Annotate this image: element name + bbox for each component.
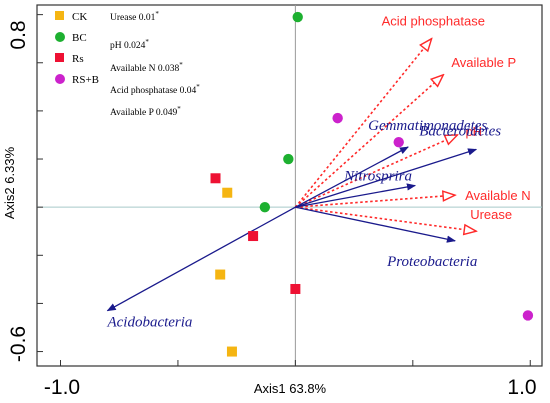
y-tick-label-bottom: -0.6 [7,326,30,362]
legend-label-rs-b: RS+B [72,74,99,86]
species-label-proteobacteria: Proteobacteria [386,254,477,270]
x-tick-label-right: 1.0 [507,376,536,399]
x-axis-title: Axis1 63.8% [254,381,327,396]
point-ck [222,187,233,198]
species-arrow-acidobacteria [106,206,296,312]
env-arrow-available-n [295,195,455,208]
axis-ticks [37,14,531,366]
stat-available-n: Available N 0.038* [110,61,183,74]
plot-frame [36,4,543,367]
legend-label-rs: Rs [72,53,84,65]
point-ck [226,346,237,357]
species-vectors [106,146,478,312]
species-label-acidobacteria: Acidobacteria [106,315,192,331]
env-label-urease: Urease [470,207,512,222]
species-label-bacteroidetes: Bacteroidetes [419,123,501,139]
point-bc [283,153,294,165]
legend-marker-rs [55,53,64,62]
point-rs [290,283,301,294]
species-label-gemmatimonadetes: Gemmatimonadetes [368,118,487,134]
point-rs-b [332,112,343,124]
y-tick-label-top: 0.8 [7,20,30,49]
point-rs-b [522,310,534,321]
env-arrow-available-p [294,75,443,208]
x-tick-label-left: -1.0 [44,376,80,399]
significance-stats: Urease 0.01* pH 0.024* Available N 0.038… [110,10,200,118]
species-label-nitrosprira: Nitrosprira [343,169,412,185]
env-label-available-n: Available N [465,188,531,203]
legend-label-ck: CK [72,11,87,23]
legend: CK BC Rs RS+B [55,11,99,86]
vector-labels: Acid phosphatase Available P pH Available N… [106,14,530,331]
legend-marker-ck [55,11,64,20]
legend-label-bc: BC [72,32,87,44]
point-rs [210,173,221,184]
point-bc [259,201,271,213]
stat-ph: pH 0.024* [110,38,149,51]
species-arrow-bacteroidetes [295,148,478,208]
env-label-available-p: Available P [451,55,516,70]
species-arrow-proteobacteria [295,206,456,243]
sample-points [210,11,534,357]
legend-marker-rs-b [55,74,65,84]
stat-available-p: Available P 0.049* [110,105,181,118]
environment-vectors [294,39,476,232]
point-rs-b [393,136,404,148]
env-arrow-acid-phosphatase [294,39,431,208]
species-arrow-gemmatimonadetes [295,146,409,208]
point-ck [215,269,226,280]
point-rs [248,231,259,242]
env-arrow-urease [295,206,476,231]
legend-marker-bc [55,32,65,42]
stat-urease: Urease 0.01* [110,10,159,23]
y-axis-title: Axis2 6.33% [2,146,17,219]
point-bc [292,11,303,23]
stat-acid-phosphatase: Acid phosphatase 0.04* [110,83,200,96]
species-arrow-nitrosprira [295,183,417,208]
env-label-acid-phosphatase: Acid phosphatase [382,14,485,29]
env-label-ph: pH [465,124,482,139]
